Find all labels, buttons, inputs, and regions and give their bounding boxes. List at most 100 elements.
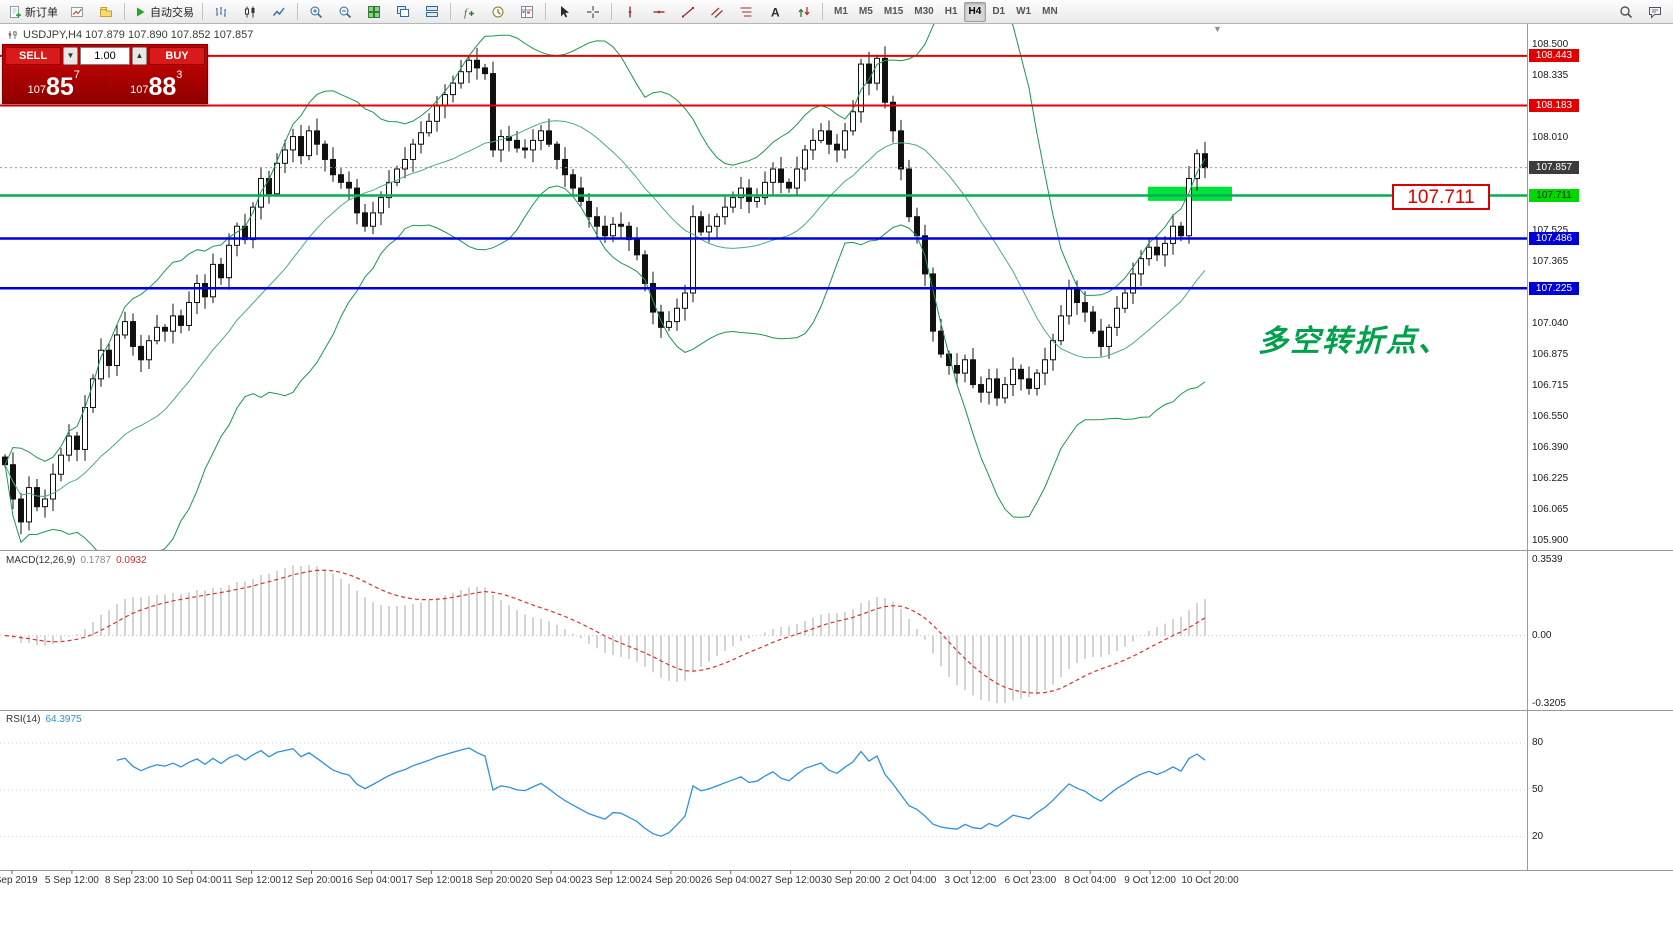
timeframe-m1-button[interactable]: M1 <box>834 6 848 17</box>
price-shift-marker[interactable]: ▼ <box>1213 24 1222 34</box>
bar-chart-icon <box>216 6 226 17</box>
profiles-icon <box>100 6 112 17</box>
arrange-windows-button[interactable] <box>418 1 446 23</box>
toolbar: 新订单 自动交易 f <box>0 0 1673 24</box>
price-tick-label: 107.365 <box>1532 255 1569 267</box>
new-order-button[interactable]: 新订单 <box>4 1 62 23</box>
svg-text:A: A <box>771 5 780 19</box>
timeframe-m30-button[interactable]: M30 <box>914 6 934 17</box>
time-tick-label: 17 Sep 12:00 <box>401 875 462 886</box>
buy-price-pips: 88 <box>148 73 177 101</box>
time-tick-label: 5 Sep 12:00 <box>44 875 99 886</box>
volume-down-button[interactable]: ▼ <box>63 47 78 65</box>
bar-chart-button[interactable] <box>207 1 235 23</box>
toolbar-separator <box>297 3 298 20</box>
sell-price[interactable]: 107 85 7 <box>3 67 105 103</box>
periods-button[interactable] <box>484 1 512 23</box>
rsi-scale-label: 50 <box>1532 784 1544 795</box>
turning-point-annotation[interactable]: 多空转折点、 <box>1258 325 1450 358</box>
price-badge-107.486: 107.486 <box>1529 231 1579 245</box>
time-tick-label: 20 Sep 04:00 <box>521 875 581 886</box>
autotrading-play-icon <box>137 7 145 16</box>
rsi-value: 64.3975 <box>45 714 82 725</box>
time-tick-label: 9 Oct 12:00 <box>1124 875 1176 886</box>
price-tick-label: 108.335 <box>1532 70 1569 82</box>
chat-icon <box>1649 6 1661 19</box>
timeframe-d1-button[interactable]: D1 <box>992 6 1006 17</box>
rsi-scale-label: 80 <box>1532 737 1544 749</box>
chat-button[interactable] <box>1641 1 1669 23</box>
indicators-icon: f <box>464 7 474 19</box>
macd-signal-line <box>4 569 1206 694</box>
candles-layer <box>2 46 1208 535</box>
new-order-label: 新订单 <box>25 6 58 19</box>
time-tick-label: 3 Sep 2019 <box>0 875 38 886</box>
horizontal-line-tool-button[interactable] <box>645 1 673 23</box>
templates-button[interactable] <box>513 1 541 23</box>
new-chart-icon <box>71 6 83 17</box>
buy-price[interactable]: 107 88 3 <box>106 67 208 103</box>
bollinger-bands-layer <box>4 24 1206 550</box>
time-tick-label: 10 Sep 04:00 <box>161 875 222 886</box>
toolbar-separator <box>202 3 203 20</box>
new-chart-button[interactable] <box>63 1 91 23</box>
price-tick-label: 106.065 <box>1532 503 1569 515</box>
sell-price-pips: 85 <box>45 73 74 101</box>
zoom-out-button[interactable] <box>331 1 359 23</box>
tile-windows-button[interactable] <box>360 1 388 23</box>
price-tick-label: 108.010 <box>1532 132 1569 144</box>
zoom-in-button[interactable] <box>302 1 330 23</box>
profiles-button[interactable] <box>92 1 120 23</box>
timeframe-w1-button[interactable]: W1 <box>1016 6 1032 17</box>
macd-layer <box>0 564 1527 704</box>
autotrading-button[interactable]: 自动交易 <box>129 1 198 23</box>
buy-button[interactable]: BUY <box>149 47 205 65</box>
macd-value-main: 0.1787 <box>80 555 112 566</box>
crosshair-button[interactable] <box>579 1 607 23</box>
timeframe-m5-button[interactable]: M5 <box>858 6 873 17</box>
line-chart-button[interactable] <box>265 1 293 23</box>
timeframe-h4-button[interactable]: H4 <box>963 1 987 22</box>
macd-histogram <box>12 564 1206 704</box>
price-callout-label[interactable]: 107.711 <box>1392 184 1490 210</box>
sell-button[interactable]: SELL <box>5 47 61 65</box>
cascade-windows-button[interactable] <box>389 1 417 23</box>
toolbar-separator <box>611 3 612 20</box>
timeframe-m15-button[interactable]: M15 <box>883 6 904 17</box>
main-chart-layer[interactable] <box>0 0 1527 563</box>
volume-input[interactable]: 1.00 <box>80 47 130 65</box>
rsi-layer <box>0 742 1527 838</box>
symbol-info: USDJPY,H4 107.879 107.890 107.852 107.85… <box>8 29 253 41</box>
fibonacci-tool-button[interactable] <box>732 1 760 23</box>
vertical-line-tool-button[interactable] <box>616 1 644 23</box>
price-axis[interactable]: 108.500108.335108.170108.010107.845107.6… <box>1528 24 1673 870</box>
arrows-tool-button[interactable] <box>790 1 818 23</box>
trendline-tool-button[interactable] <box>674 1 702 23</box>
timeframe-mn-button[interactable]: MN <box>1042 6 1058 17</box>
time-tick-label: 12 Sep 20:00 <box>281 875 342 886</box>
chart-icon <box>8 31 17 39</box>
buy-price-point: 3 <box>176 69 183 81</box>
horizontal-lines-layer[interactable] <box>0 54 1527 290</box>
search-button[interactable] <box>1612 1 1640 23</box>
sell-price-base: 107 <box>27 84 46 96</box>
channel-tool-button[interactable] <box>703 1 731 23</box>
candlestick-chart-button[interactable] <box>236 1 264 23</box>
rsi-label: RSI(14) 64.3975 <box>6 714 82 725</box>
autotrading-label: 自动交易 <box>150 6 194 19</box>
time-tick-label: 18 Sep 20:00 <box>461 875 521 886</box>
indicators-button[interactable]: f <box>455 1 483 23</box>
channel-icon <box>711 7 723 18</box>
macd-name: MACD(12,26,9) <box>6 555 76 566</box>
text-tool-button[interactable]: A <box>761 1 789 23</box>
cursor-button[interactable] <box>550 1 578 23</box>
price-tick-label: 106.550 <box>1532 411 1569 422</box>
price-tick-label: 105.900 <box>1532 535 1569 546</box>
macd-label: MACD(12,26,9) 0.1787 0.0932 <box>6 555 147 566</box>
periods-clock-icon <box>492 6 504 17</box>
timeframe-h1-button[interactable]: H1 <box>944 6 958 17</box>
macd-scale-label: 0.3539 <box>1532 554 1563 565</box>
volume-up-button[interactable]: ▲ <box>132 47 147 65</box>
